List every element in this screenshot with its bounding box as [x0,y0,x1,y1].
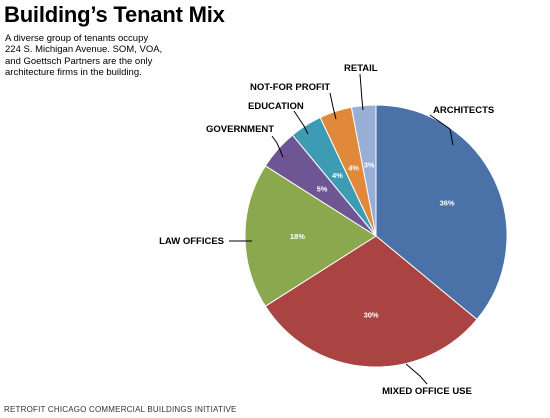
callout-leader-line [405,363,428,385]
pie-percent-label: 4% [348,164,359,173]
category-label-education: EDUCATION [248,101,304,112]
category-label-retail: RETAIL [344,63,378,74]
description-line: and Goettsch Partners are the only [5,55,153,67]
category-label-mixed-office-use: MIXED OFFICE USE [382,386,472,397]
pie-slice-law-offices [244,165,377,307]
callout-leader-line [429,114,454,146]
description-line: 224 S. Michigan Avenue. SOM, VOA, [5,44,163,56]
pie-percent-label: 18% [290,232,305,241]
description-line: architecture firms in the building. [5,66,142,78]
footer-credit: RETROFIT CHICAGO COMMERCIAL BUILDINGS IN… [4,405,237,414]
pie-callouts: ARCHITECTS MIXED OFFICE USE LAW OFFICES GOV… [159,63,494,397]
category-label-law-offices: LAW OFFICES [159,236,224,247]
pie-percent-label: 4% [332,171,343,180]
category-label-government: GOVERNMENT [206,124,274,135]
pie-percent-label: 36% [440,199,455,208]
description: A diverse group of tenants occupy 224 S.… [5,33,190,78]
pie-slice-mixed-office-use [264,235,478,368]
callout-leader-line [329,92,337,120]
page-title: Building’s Tenant Mix [4,2,225,27]
pie-percent-label: 5% [317,184,328,193]
pie-percent-label: 3% [364,160,375,169]
callout-leader-line [293,110,309,135]
category-label-architects: ARCHITECTS [433,105,494,116]
category-label-not-for-profit: NOT-FOR PROFIT [250,82,330,93]
description-line: A diverse group of tenants occupy [5,33,149,44]
callout-leader-line [359,73,364,111]
pie-percent-labels: 36% 30% 18% 5% 4% 4% 3% [290,160,455,319]
pie-slices [244,104,508,368]
pie-slice-retail [350,104,377,237]
callout-leader-line [271,135,284,158]
pie-percent-label: 30% [364,310,379,319]
pie-slice-architects [375,104,508,321]
